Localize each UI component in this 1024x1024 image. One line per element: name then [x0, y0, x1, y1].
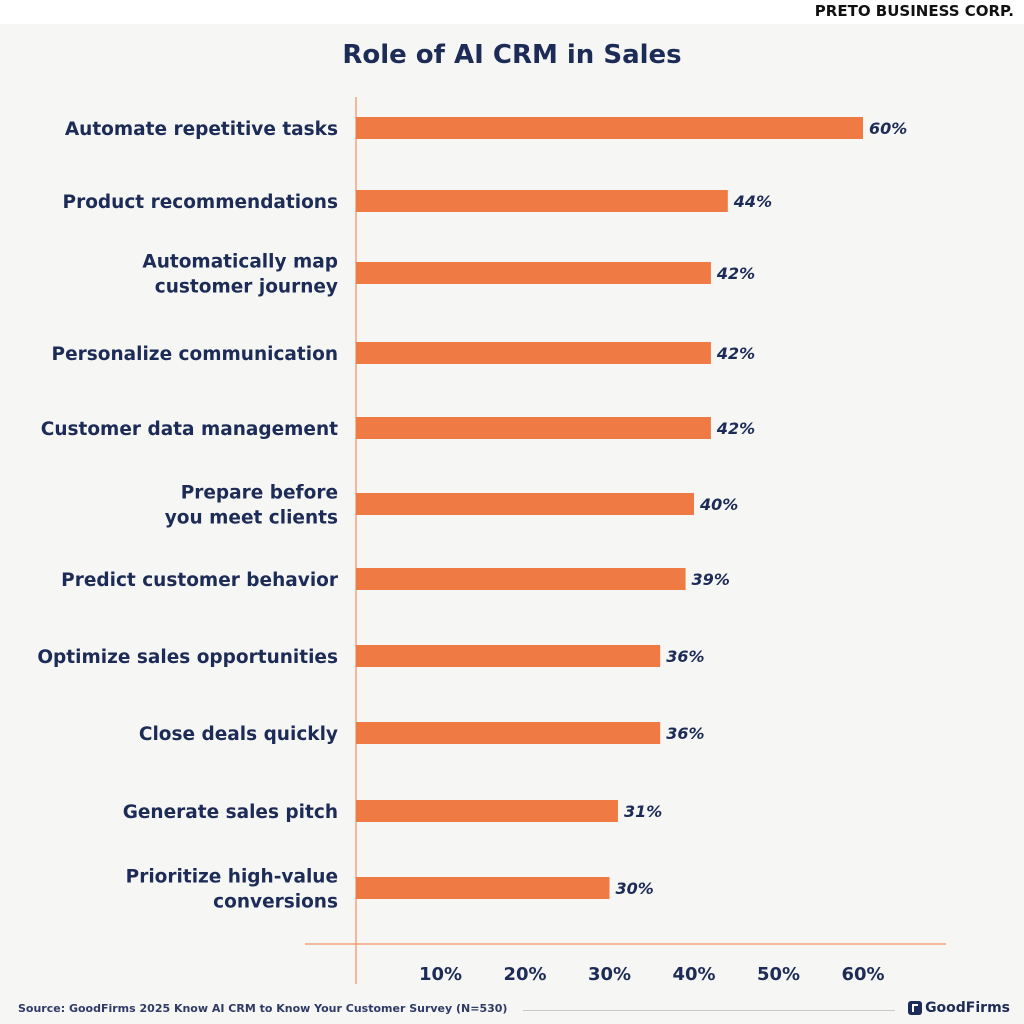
category-label: Prioritize high-value: [126, 867, 338, 888]
x-tick-label: 10%: [419, 964, 462, 985]
bar-value-label: 44%: [733, 192, 772, 211]
bar: [356, 877, 610, 899]
bar: [356, 342, 711, 364]
category-label: Predict customer behavior: [61, 570, 339, 591]
corp-name: PRETO BUSINESS CORP.: [814, 2, 1014, 20]
bar: [356, 493, 694, 515]
category-label: Automate repetitive tasks: [65, 119, 338, 140]
category-label: you meet clients: [165, 508, 338, 529]
bar-value-label: 42%: [716, 419, 755, 438]
bar-value-label: 36%: [666, 647, 704, 666]
bar-value-label: 42%: [716, 264, 755, 283]
category-label: Optimize sales opportunities: [37, 647, 338, 668]
category-label: Close deals quickly: [139, 724, 338, 745]
source-note: Source: GoodFirms 2025 Know AI CRM to Kn…: [18, 1002, 508, 1015]
brand-name: GoodFirms: [925, 1000, 1010, 1016]
category-label: Product recommendations: [63, 192, 338, 213]
bar: [356, 800, 618, 822]
top-banner: PRETO BUSINESS CORP.: [0, 0, 1024, 24]
bar-value-label: 60%: [869, 119, 907, 138]
category-label: Generate sales pitch: [123, 802, 338, 823]
bar: [356, 645, 661, 667]
bar: [356, 722, 661, 744]
bar-value-label: 36%: [666, 724, 704, 743]
chart-title: Role of AI CRM in Sales: [342, 40, 682, 70]
category-label: Personalize communication: [52, 344, 338, 365]
bar: [356, 568, 686, 590]
goodfirms-logo-icon: [908, 1001, 923, 1015]
bar: [356, 117, 863, 139]
category-label: Customer data management: [41, 419, 338, 440]
category-label: Prepare before: [181, 483, 338, 504]
brand: GoodFirms: [908, 1000, 1010, 1016]
bar-value-label: 39%: [692, 570, 730, 589]
bar-value-label: 42%: [716, 344, 755, 363]
bar-value-label: 31%: [624, 802, 662, 821]
footer-divider: [523, 1010, 895, 1011]
category-label: conversions: [213, 892, 338, 913]
footer: Source: GoodFirms 2025 Know AI CRM to Kn…: [18, 1000, 1010, 1022]
bar-value-label: 30%: [616, 879, 654, 898]
x-tick-label: 40%: [672, 964, 715, 985]
x-tick-label: 60%: [841, 964, 884, 985]
bar: [356, 417, 711, 439]
x-tick-label: 50%: [757, 964, 800, 985]
bar: [356, 262, 711, 284]
category-label: customer journey: [155, 277, 338, 298]
x-tick-label: 30%: [588, 964, 631, 985]
category-label: Automatically map: [142, 252, 338, 273]
x-tick-label: 20%: [503, 964, 546, 985]
bar-value-label: 40%: [699, 495, 738, 514]
bar: [356, 190, 728, 212]
